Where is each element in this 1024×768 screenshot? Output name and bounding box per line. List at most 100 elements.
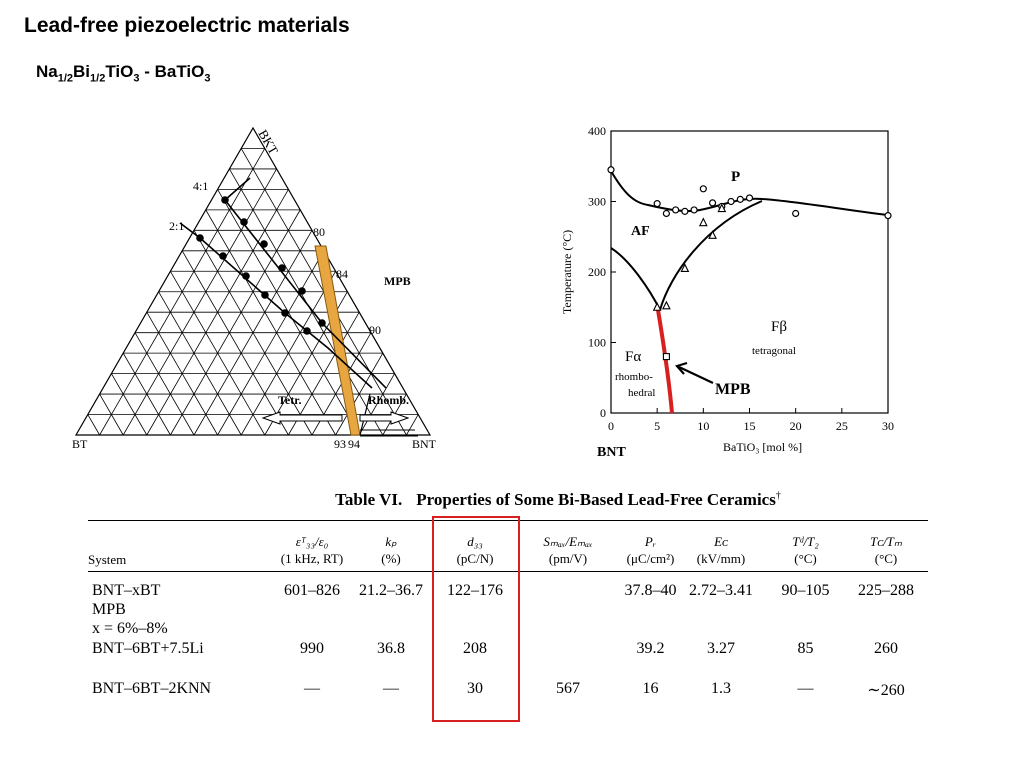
grid-line xyxy=(158,291,242,436)
ternary-diagram: Tetr. Rhomb. MPB BKT BT BNT 4:1 2:1 80 8… xyxy=(72,126,437,451)
sub-bi: Bi xyxy=(73,62,91,81)
header-unit: (kV/mm) xyxy=(696,551,746,566)
grid-line xyxy=(406,414,419,436)
table-caption-text: Properties of Some Bi-Based Lead-Free Ce… xyxy=(416,490,776,509)
header-col-1: kₚ (%) xyxy=(346,533,436,567)
row-system-note: MPB xyxy=(92,601,126,618)
slide-title: Lead-free piezoelectric materials xyxy=(24,14,350,37)
x-tick-label: 30 xyxy=(882,419,894,433)
ternary-point xyxy=(281,309,289,317)
y-tick-label: 0 xyxy=(600,406,606,420)
ternary-grid xyxy=(74,126,432,436)
header-unit: (%) xyxy=(381,551,401,566)
x-tick-label: 20 xyxy=(790,419,802,433)
y-tick-label: 400 xyxy=(588,124,606,138)
bnt-axis-label: BNT xyxy=(597,445,626,460)
corner-bt: BT xyxy=(72,437,88,451)
table-cell: 90–105 xyxy=(781,582,830,599)
triangle-marker xyxy=(708,230,717,239)
header-col-5: Eᴄ (kV/mm) xyxy=(681,533,761,567)
table-cell: 225–288 xyxy=(858,582,914,599)
circle-marker xyxy=(884,211,892,220)
table-cell: 36.8 xyxy=(377,640,405,657)
circle-marker xyxy=(699,185,707,193)
table-caption-mark: † xyxy=(775,490,781,502)
y-axis-label: Temperature (°C) xyxy=(560,230,574,314)
header-unit: (μC/cm²) xyxy=(626,551,675,566)
rhomb-label: Rhomb. xyxy=(368,393,409,407)
ratio-2-1: 2:1 xyxy=(169,219,184,233)
header-symbol: Pᵣ xyxy=(644,534,657,549)
row-system: BNT–xBT xyxy=(92,582,161,599)
x-axis-label: BaTiO₃ [mol %] xyxy=(723,440,802,454)
circle-marker xyxy=(681,207,689,215)
grid-line xyxy=(122,168,277,436)
grid-line xyxy=(111,373,148,436)
table-cell: 990 xyxy=(300,640,324,657)
x-tick-label: 0 xyxy=(608,419,614,433)
sub-s4: 3 xyxy=(204,72,211,85)
header-col-7: Tᴄ/Tₘ (°C) xyxy=(846,533,926,567)
ternary-point xyxy=(261,291,269,299)
grid-line xyxy=(205,209,336,436)
header-col-0: εᵀ₃₃/ε₀ (1 kHz, RT) xyxy=(256,533,368,567)
circle-marker xyxy=(672,206,680,214)
line-4-1 xyxy=(224,199,387,389)
triangle-marker xyxy=(680,263,690,273)
rhomb-arrow xyxy=(359,411,410,425)
grid-line xyxy=(193,230,313,436)
table-cell: — xyxy=(304,680,320,697)
region-fb: Fβ xyxy=(771,319,787,335)
ratio-4-1: 4:1 xyxy=(193,179,208,193)
region-fa: Fα xyxy=(625,349,641,365)
sub-s1: 1/2 xyxy=(57,72,74,85)
triangle-marker xyxy=(717,203,727,213)
comp-94: 94 xyxy=(348,437,360,451)
circle-marker xyxy=(792,209,800,218)
header-system: System xyxy=(88,552,127,567)
y-tick-label: 100 xyxy=(588,336,606,350)
table-cell: 21.2–36.7 xyxy=(359,582,423,599)
ternary-point xyxy=(318,319,326,327)
line-2-1-ext xyxy=(179,222,201,239)
header-symbol: Sₘₐₓ/Eₘₐₓ xyxy=(543,534,593,549)
ternary-point xyxy=(278,264,286,272)
x-tick-label: 10 xyxy=(697,419,709,433)
slide-subtitle: Na1/2Bi1/2TiO3 - BaTiO3 xyxy=(36,62,210,84)
mpb-line xyxy=(656,309,674,414)
header-unit: (pC/N) xyxy=(456,551,494,566)
circle-marker xyxy=(653,200,661,208)
phase-boundaries xyxy=(610,170,889,311)
triangle-marker xyxy=(652,302,662,311)
ternary-point xyxy=(221,196,229,204)
af-left-boundary xyxy=(610,247,661,311)
ternary-point xyxy=(298,287,306,295)
header-symbol: εᵀ₃₃/ε₀ xyxy=(295,534,329,549)
table-cell: 85 xyxy=(797,640,814,657)
corner-bkt: BKT xyxy=(255,127,281,157)
header-symbol: Tᵈ/T₂ xyxy=(792,534,819,549)
table-cell: 260 xyxy=(874,640,898,657)
header-unit: (°C) xyxy=(874,551,898,566)
grid-line xyxy=(170,209,301,436)
d33-highlight-box xyxy=(432,516,520,722)
triangle-marker xyxy=(662,300,671,310)
circle-marker xyxy=(727,197,735,206)
header-symbol: kₚ xyxy=(385,534,397,549)
sub-na: Na xyxy=(36,62,58,81)
header-symbol: d₃₃ xyxy=(467,534,483,549)
mpb-pointer xyxy=(675,361,714,384)
ternary-point xyxy=(260,240,268,248)
table-cell: 1.3 xyxy=(711,680,731,697)
y-tick-label: 300 xyxy=(588,195,606,209)
comp-90: 90 xyxy=(369,323,381,337)
table-cell: — xyxy=(383,680,399,697)
ternary-point xyxy=(242,272,250,280)
grid-line xyxy=(134,332,195,436)
sub-s3: 3 xyxy=(133,72,140,85)
properties-table: Table VI. Properties of Some Bi-Based Lea… xyxy=(88,490,928,722)
comp-84: 84 xyxy=(336,267,348,281)
comp-93: 93 xyxy=(334,437,346,451)
phase-arrows xyxy=(261,411,418,437)
